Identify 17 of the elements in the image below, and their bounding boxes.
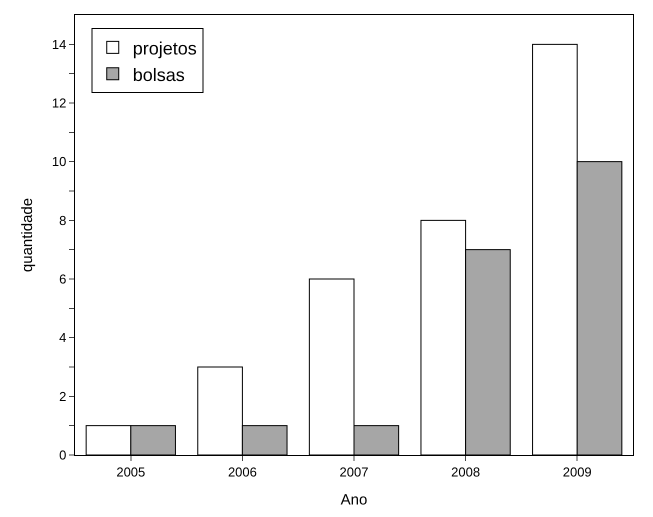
y-tick-label: 6 [59, 272, 66, 287]
y-tick-label: 4 [59, 330, 66, 346]
x-tick-label: 2009 [562, 464, 592, 480]
x-tick-label: 2008 [451, 464, 480, 480]
y-tick-label: 8 [59, 212, 66, 228]
y-tick-label: 12 [52, 96, 66, 111]
y-axis-title: quantidade [19, 198, 36, 272]
y-tick-label: 0 [59, 448, 66, 463]
y-tick-label: 2 [59, 388, 66, 404]
x-tick-label: 2005 [116, 464, 146, 480]
y-tick-label: 10 [52, 154, 66, 170]
y-tick-label: 14 [52, 36, 66, 52]
legend-label: projetos [132, 38, 197, 58]
legend-label: bolsas [132, 64, 185, 85]
x-axis-title: Ano [340, 492, 368, 509]
x-tick-label: 2007 [340, 464, 368, 480]
x-tick-label: 2006 [228, 464, 257, 480]
